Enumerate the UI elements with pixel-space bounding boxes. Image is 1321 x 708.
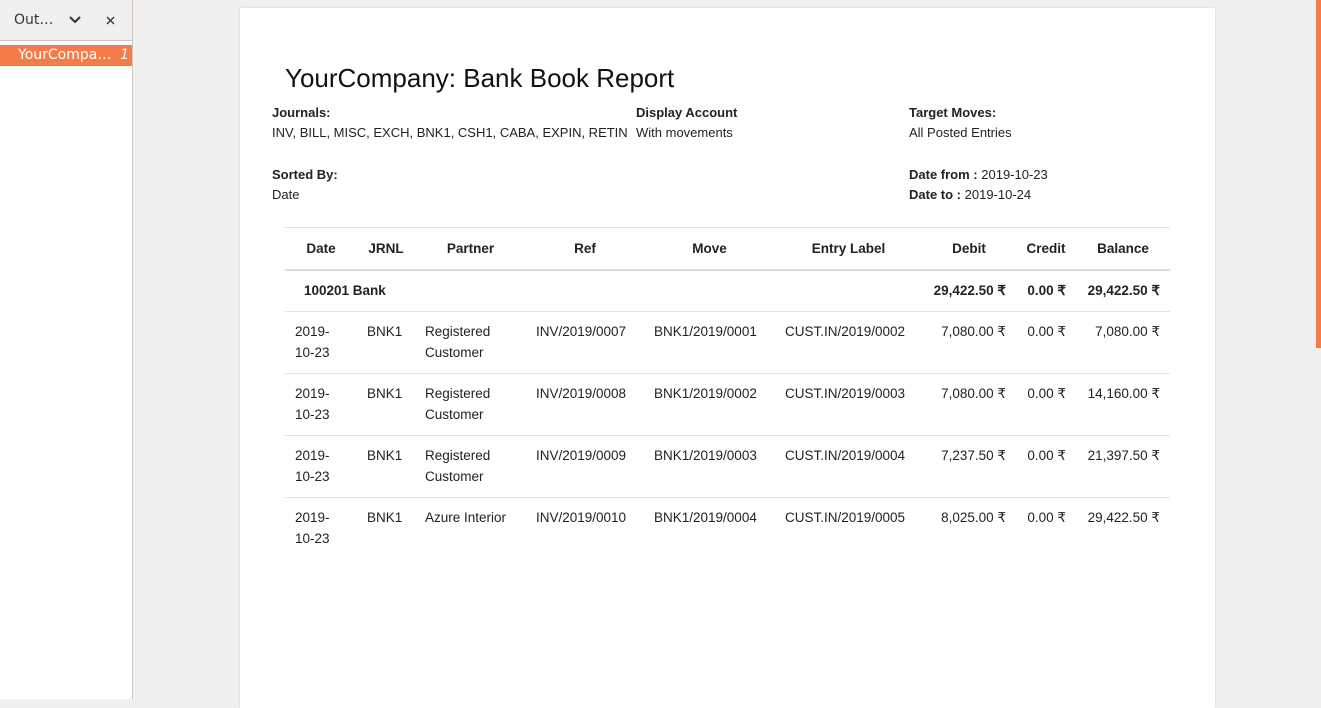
table-cell: 0.00 ₹ <box>1016 435 1076 498</box>
report-table: Date JRNL Partner Ref Move Entry Label Debit Cr… <box>285 227 1170 559</box>
report-page: YourCompany: Bank Book Report Journals: I… <box>240 8 1215 708</box>
filter-value: INV, BILL, MISC, EXCH, BNK1, CSH1, CABA,… <box>272 125 628 140</box>
group-row: 100201 Bank 29,422.50 ₹0.00 ₹29,422.50 ₹ <box>285 269 1170 312</box>
column-header: Ref <box>526 227 644 271</box>
table-cell: 29,422.50 ₹ <box>1076 497 1170 559</box>
table-cell: BNK1 <box>357 435 415 498</box>
table-cell: 2019-10-23 <box>285 373 357 436</box>
table-cell: BNK1 <box>357 373 415 436</box>
table-cell: 21,397.50 ₹ <box>1076 435 1170 498</box>
filter: Display Account With movements <box>636 103 737 143</box>
table-row: 2019-10-23 BNK1 Registered Customer INV/201… <box>285 373 1170 436</box>
filter: Date from : 2019-10-23 <box>909 165 1048 185</box>
table-cell: CUST.IN/2019/0003 <box>775 373 922 436</box>
filter: Target Moves: All Posted Entries <box>909 103 1012 143</box>
group-account: 100201 Bank <box>285 269 922 312</box>
column-header: Balance <box>1076 227 1170 271</box>
table-cell: INV/2019/0009 <box>526 435 644 498</box>
table-cell: INV/2019/0007 <box>526 311 644 374</box>
table-cell: 8,025.00 ₹ <box>922 497 1016 559</box>
dropdown-icon[interactable] <box>68 15 82 25</box>
column-header: Move <box>644 227 775 271</box>
table-row: 2019-10-23 BNK1 Registered Customer INV/201… <box>285 435 1170 498</box>
filter-label: Sorted By: <box>272 167 338 182</box>
table-row: 2019-10-23 BNK1 Registered Customer INV/201… <box>285 311 1170 374</box>
table-cell: 7,080.00 ₹ <box>922 373 1016 436</box>
table-cell: Registered Customer <box>415 311 526 374</box>
table-cell: CUST.IN/2019/0004 <box>775 435 922 498</box>
group-debit: 29,422.50 ₹ <box>922 269 1016 312</box>
table-cell: Registered Customer <box>415 373 526 436</box>
filter-label: Journals: <box>272 105 331 120</box>
filter-value: 2019-10-23 <box>981 167 1048 182</box>
table-cell: INV/2019/0008 <box>526 373 644 436</box>
column-header: Date <box>285 227 357 271</box>
table-cell: BNK1/2019/0004 <box>644 497 775 559</box>
table-cell: CUST.IN/2019/0005 <box>775 497 922 559</box>
scrollbar[interactable] <box>1316 0 1321 348</box>
table-cell: Azure Interior <box>415 497 526 559</box>
column-header: Entry Label <box>775 227 922 271</box>
table-cell: 7,237.50 ₹ <box>922 435 1016 498</box>
outline-sidebar: Out… YourCompa… 1 <box>0 0 133 699</box>
group-balance: 29,422.50 ₹ <box>1076 269 1170 312</box>
table-cell: BNK1/2019/0001 <box>644 311 775 374</box>
filter-label: Date to : <box>909 187 961 202</box>
column-header: Credit <box>1016 227 1076 271</box>
table-row: 2019-10-23 BNK1 Azure Interior INV/2019/001… <box>285 497 1170 559</box>
table-cell: 0.00 ₹ <box>1016 311 1076 374</box>
table-cell: BNK1/2019/0002 <box>644 373 775 436</box>
group-credit: 0.00 ₹ <box>1016 269 1076 312</box>
table-cell: 2019-10-23 <box>285 497 357 559</box>
table-cell: 0.00 ₹ <box>1016 373 1076 436</box>
close-icon[interactable] <box>106 16 115 25</box>
filter-label: Target Moves: <box>909 105 997 120</box>
filter-value: 2019-10-24 <box>964 187 1032 202</box>
filter-value: With movements <box>636 125 733 140</box>
outline-item-page: 1 <box>120 47 129 63</box>
table-cell: 14,160.00 ₹ <box>1076 373 1170 436</box>
table-cell: 0.00 ₹ <box>1016 497 1076 559</box>
filter: Journals: INV, BILL, MISC, EXCH, BNK1, CS… <box>272 103 628 143</box>
table-cell: 7,080.00 ₹ <box>922 311 1016 374</box>
filter-value: All Posted Entries <box>909 125 1012 140</box>
table-cell: BNK1 <box>357 497 415 559</box>
filter-label: Display Account <box>636 105 738 120</box>
table-cell: 2019-10-23 <box>285 435 357 498</box>
table-cell: BNK1 <box>357 311 415 374</box>
header-row: Date JRNL Partner Ref Move Entry Label Debit Cr… <box>285 227 1170 271</box>
column-header: Partner <box>415 227 526 271</box>
table-cell: BNK1/2019/0003 <box>644 435 775 498</box>
table-cell: CUST.IN/2019/0002 <box>775 311 922 374</box>
filter: Date to : 2019-10-24 <box>909 185 1031 205</box>
table-cell: Registered Customer <box>415 435 526 498</box>
column-header: Debit <box>922 227 1016 271</box>
outline-item[interactable]: YourCompa… 1 <box>0 45 132 66</box>
filter-label: Date from : <box>909 167 978 182</box>
sidebar-header: Out… <box>0 0 132 41</box>
report-title: YourCompany: Bank Book Report <box>285 63 675 93</box>
table-cell: 2019-10-23 <box>285 311 357 374</box>
filter: Sorted By: Date <box>272 165 338 205</box>
table-cell: INV/2019/0010 <box>526 497 644 559</box>
column-header: JRNL <box>357 227 415 271</box>
outline-item-label[interactable]: YourCompa… <box>18 47 112 63</box>
table-cell: 7,080.00 ₹ <box>1076 311 1170 374</box>
filter-value: Date <box>272 187 300 202</box>
sidebar-title[interactable]: Out… <box>14 12 54 28</box>
